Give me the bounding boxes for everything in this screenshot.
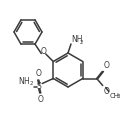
Text: S: S [37, 82, 42, 91]
Text: O: O [37, 95, 43, 105]
Text: N: N [19, 77, 24, 86]
Text: 2: 2 [80, 39, 83, 44]
Text: O: O [103, 62, 109, 70]
Text: O: O [40, 47, 46, 56]
Text: 2: 2 [30, 81, 33, 86]
Text: NH: NH [72, 34, 83, 44]
Text: 3: 3 [116, 94, 120, 99]
Text: H: H [24, 77, 29, 86]
Text: O: O [103, 86, 109, 95]
Text: CH: CH [109, 93, 119, 98]
Text: O: O [35, 69, 41, 77]
